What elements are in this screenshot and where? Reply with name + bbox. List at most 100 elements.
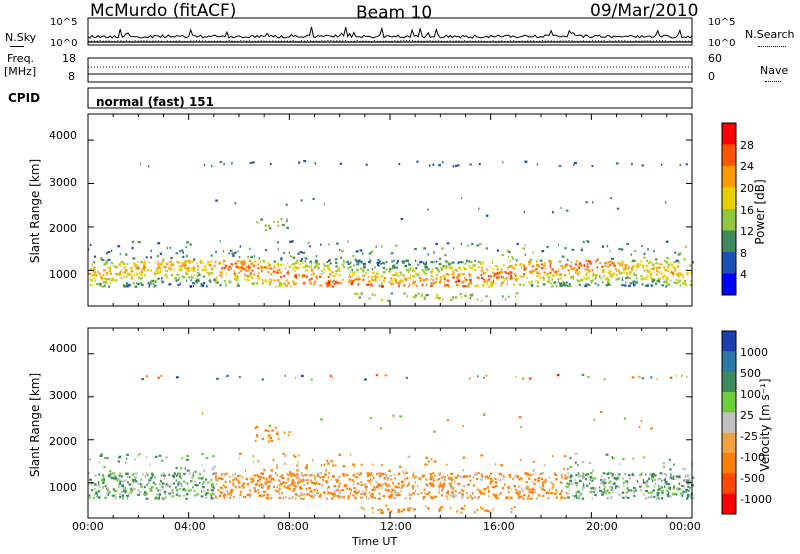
velocity-main-band (575, 474, 578, 477)
velocity-main-band (316, 476, 318, 479)
velocity-main-band (425, 484, 429, 487)
velocity-main-band (396, 491, 400, 494)
velocity-main-band (256, 479, 260, 482)
velocity-main-band (599, 489, 602, 492)
power-upper-edge (105, 252, 108, 255)
power-main-band (154, 279, 157, 282)
power-main-band (393, 266, 396, 270)
velocity-scatter (392, 414, 395, 417)
power-upper-edge (524, 253, 527, 256)
power-main-band (545, 274, 547, 277)
velocity-main-band (365, 496, 367, 499)
power-main-band (611, 275, 613, 279)
power-main-band (678, 271, 681, 274)
velocity-main-band (347, 495, 350, 498)
power-scatter (478, 207, 480, 210)
power-main-band (314, 280, 316, 283)
velocity-main-band (122, 489, 124, 493)
velocity-main-band (155, 495, 158, 498)
power-main-band (560, 277, 562, 280)
velocity-main-band (661, 489, 664, 492)
velocity-main-band (176, 489, 178, 492)
velocity-upper-edge (293, 454, 295, 457)
velocity-main-band (137, 482, 140, 485)
vel-cbar-tick-m100: -100 (740, 451, 765, 464)
power-main-band (569, 265, 572, 268)
power-main-band (311, 263, 313, 266)
velocity-main-band (300, 478, 302, 481)
power-main-band (177, 283, 180, 286)
power-main-band (585, 283, 588, 286)
velocity-main-band (608, 491, 611, 494)
velocity-scatter (446, 419, 450, 422)
power-upper-edge (511, 256, 513, 259)
power-main-band (365, 272, 367, 275)
power-upper-edge (315, 260, 318, 263)
power-upper-edge (131, 247, 134, 250)
velocity-main-band (294, 493, 298, 496)
velocity-main-band (232, 495, 235, 498)
power-main-band (571, 277, 574, 280)
power-main-band (323, 271, 325, 275)
power-main-band (412, 275, 416, 278)
velocity-upper-edge (175, 466, 178, 470)
power-ytick-1000: 1000 (49, 268, 77, 281)
power-upper-edge (89, 243, 92, 247)
velocity-main-band (96, 495, 99, 498)
velocity-main-band (518, 490, 522, 493)
power-main-band (316, 277, 318, 280)
velocity-scatter (320, 418, 323, 421)
power-main-band (143, 274, 146, 277)
power-main-band (191, 276, 194, 279)
power-main-band (273, 265, 276, 268)
velocity-main-band (217, 477, 220, 480)
power-main-band (247, 279, 250, 282)
nsky-label: N.Sky (5, 31, 37, 44)
power-main-band (261, 282, 264, 285)
velocity-main-band (614, 477, 617, 480)
power-main-band (606, 280, 608, 283)
velocity-main-band (304, 474, 308, 477)
power-main-band (119, 264, 121, 267)
velocity-main-band (161, 485, 164, 488)
power-main-band (157, 271, 161, 274)
power-upper-edge (674, 251, 677, 254)
velocity-low-band (510, 507, 513, 510)
power-main-band (609, 272, 613, 275)
velocity-low-band (456, 510, 459, 513)
power-main-band (673, 261, 677, 264)
velocity-main-band (175, 479, 177, 482)
power-main-band (551, 285, 554, 288)
power-main-band (134, 264, 137, 267)
velocity-main-band (327, 476, 330, 479)
power-upper-edge (546, 245, 549, 249)
velocity-low-band (411, 507, 413, 510)
velocity-main-band (686, 480, 689, 483)
velocity-upper-edge (330, 460, 334, 463)
velocity-far-band (650, 376, 653, 379)
power-main-band (185, 279, 188, 282)
power-main-band (430, 282, 433, 285)
power-upper-edge (385, 261, 388, 264)
power-upper-edge (249, 247, 251, 250)
power-main-band (607, 261, 610, 264)
velocity-upper-edge (399, 465, 402, 468)
power-main-band (468, 264, 471, 268)
power-far-band (454, 164, 458, 167)
power-main-band (295, 276, 298, 279)
velocity-low-band (460, 511, 463, 514)
power-main-band (270, 273, 273, 276)
velocity-main-band (599, 486, 601, 489)
power-upper-edge (414, 247, 417, 251)
power-upper-edge (647, 248, 649, 251)
power-main-band (606, 276, 609, 279)
velocity-main-band (88, 494, 91, 497)
power-main-band (643, 269, 647, 272)
power-main-band (421, 269, 424, 272)
velocity-upper-edge (137, 454, 139, 457)
velocity-main-band (257, 491, 259, 494)
velocity-main-band (606, 489, 609, 492)
power-main-band (164, 273, 167, 276)
velocity-main-band (633, 491, 636, 494)
power-main-band (187, 269, 191, 272)
